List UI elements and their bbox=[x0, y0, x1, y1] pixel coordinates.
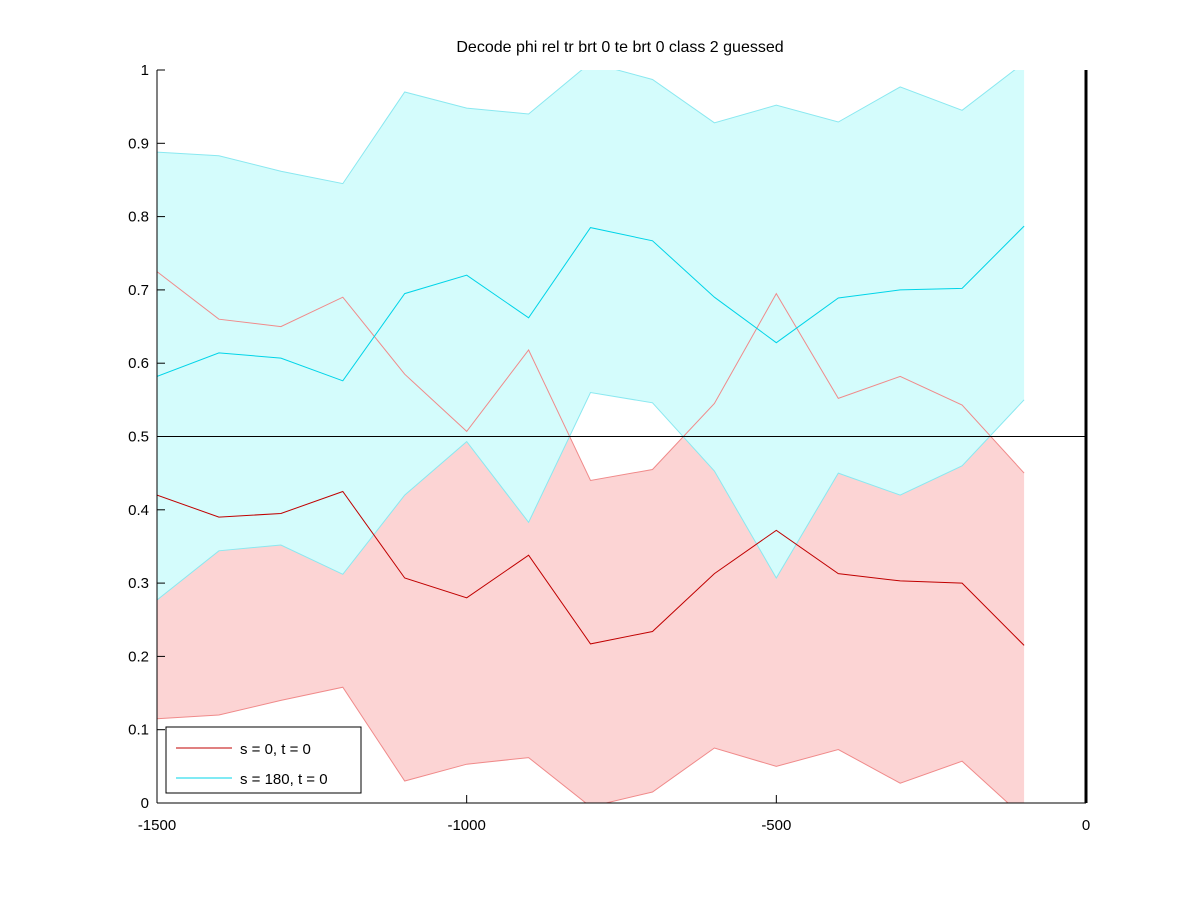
legend-label: s = 0, t = 0 bbox=[240, 741, 311, 758]
legend-box bbox=[165, 726, 362, 794]
band-lower-edge-series-2 bbox=[157, 391, 1025, 601]
y-tick-label: 0.7 bbox=[128, 282, 149, 299]
x-tick-label: -1000 bbox=[447, 817, 485, 834]
y-tick-label: 0.1 bbox=[128, 722, 149, 739]
mean-line-series-1 bbox=[157, 490, 1025, 646]
y-tick-label: 1 bbox=[141, 62, 149, 79]
y-tick-label: 0.3 bbox=[128, 575, 149, 592]
y-tick-label: 0.6 bbox=[128, 355, 149, 372]
legend-label: s = 180, t = 0 bbox=[240, 771, 328, 788]
y-tick-label: 0 bbox=[141, 795, 149, 812]
chart-title: Decode phi rel tr brt 0 te brt 0 class 2… bbox=[456, 39, 783, 56]
legend: s = 0, t = 0 s = 180, t = 0 bbox=[165, 726, 362, 794]
axes: 0 0.1 0.2 0.3 0.4 0.5 0.6 0.7 0.8 0.9 1 -1500 -1000 -… bbox=[128, 62, 1090, 834]
band-series-2 bbox=[157, 70, 1025, 600]
x-tick-label: -500 bbox=[761, 817, 791, 834]
band-lower-edge-series-1 bbox=[157, 686, 1009, 803]
y-tick-label: 0.9 bbox=[128, 135, 149, 152]
band-upper-edge-series-1 bbox=[157, 271, 1025, 482]
band-upper-edge-series-2 bbox=[157, 70, 1016, 185]
y-tick-label: 0.8 bbox=[128, 209, 149, 226]
series-lines bbox=[157, 70, 1025, 803]
confidence-bands bbox=[157, 70, 1025, 803]
y-tick-label: 0.4 bbox=[128, 502, 149, 519]
y-tick-label: 0.5 bbox=[128, 429, 149, 446]
mean-line-series-2 bbox=[157, 225, 1025, 382]
x-tick-label: -1500 bbox=[138, 817, 176, 834]
y-tick-label: 0.2 bbox=[128, 648, 149, 665]
x-tick-label: 0 bbox=[1082, 817, 1090, 834]
